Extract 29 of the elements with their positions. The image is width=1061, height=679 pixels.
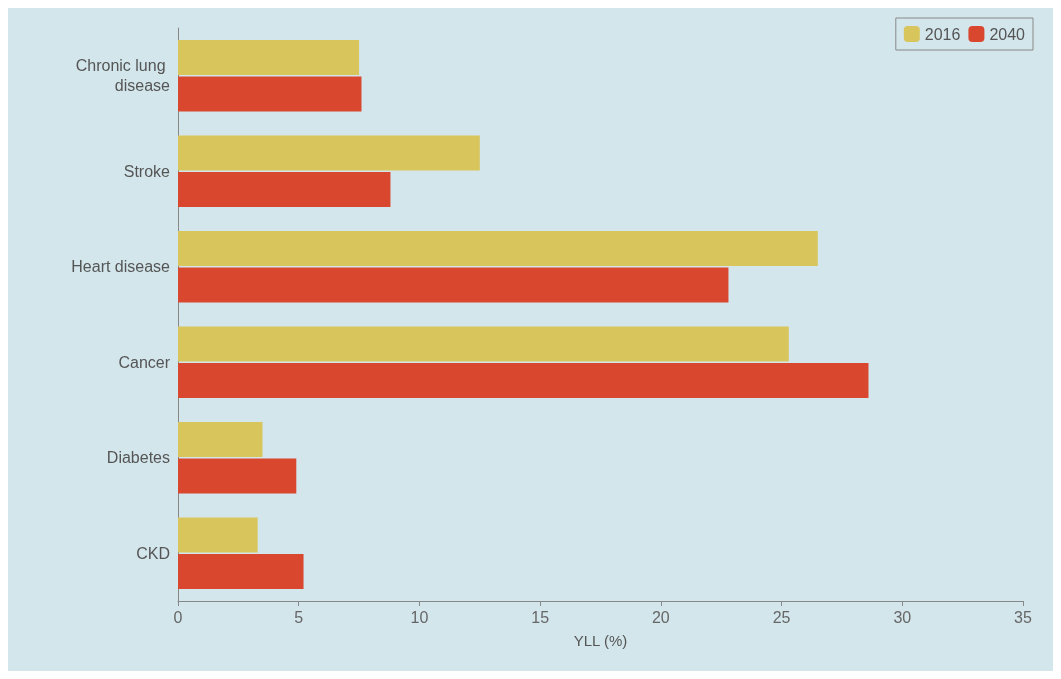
bar [178, 230, 818, 266]
x-tick-label: 10 [410, 608, 429, 626]
bar [178, 458, 297, 494]
x-tick-label: 20 [651, 608, 670, 626]
x-tick-label: 25 [772, 608, 791, 626]
bar [178, 421, 263, 457]
y-tick-label: CKD [136, 544, 170, 562]
bar [178, 326, 789, 362]
legend-label: 2016 [924, 25, 961, 43]
x-axis-title: YLL (%) [573, 632, 628, 649]
bar [178, 554, 304, 590]
x-tick-label: 15 [531, 608, 550, 626]
y-tick-label: Cancer [118, 353, 171, 371]
bar [178, 39, 360, 75]
y-tick-label: Heart disease [71, 258, 171, 276]
bar [178, 363, 869, 399]
x-tick-label: 0 [173, 608, 183, 626]
y-tick-label: Stroke [123, 162, 171, 180]
x-tick-label: 35 [1014, 608, 1032, 626]
x-tick-label: 5 [294, 608, 304, 626]
y-tick-label: Chronic lung disease [75, 57, 171, 95]
y-tick-label: Diabetes [106, 449, 170, 467]
bar [178, 135, 480, 171]
bar [178, 517, 258, 553]
bar [178, 267, 729, 303]
x-tick-label: 30 [893, 608, 912, 626]
bar [178, 172, 391, 208]
legend-label: 2040 [989, 25, 1026, 43]
bar [178, 76, 362, 112]
